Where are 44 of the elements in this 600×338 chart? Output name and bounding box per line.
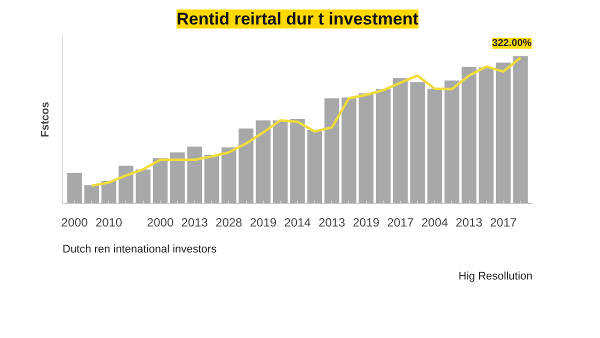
bar <box>67 172 82 204</box>
bar <box>376 89 391 204</box>
text: Dutch ren intenational investors <box>62 244 218 256</box>
x-tick-label: 2019 <box>352 216 380 230</box>
x-tick-label: 2004 <box>421 216 448 230</box>
bar <box>444 80 460 204</box>
x-tick-label: 2028 <box>216 216 243 230</box>
bar <box>462 66 476 204</box>
bar <box>222 147 236 204</box>
x-tick-label: 2000 <box>146 216 174 230</box>
bar <box>118 166 134 204</box>
chart-title: Rentid reirtal dur t investment <box>176 10 419 28</box>
x-tick-label: 2014 <box>284 216 312 230</box>
bar <box>342 98 356 204</box>
bar <box>307 130 322 204</box>
bar <box>290 119 305 204</box>
bar <box>427 88 442 204</box>
text: Hig Resollution <box>458 270 533 282</box>
x-tick-label: 2000 <box>61 216 88 230</box>
x-tick-label: 2013 <box>318 216 346 230</box>
x-tick-label: 2017 <box>387 216 414 230</box>
y-axis-title: Fstcos <box>40 102 52 138</box>
bar <box>496 62 511 204</box>
bar <box>358 93 374 204</box>
bar <box>272 120 288 204</box>
x-tick-label: 2019 <box>250 216 277 230</box>
text: 322.00% <box>492 38 532 49</box>
x-tick-label: 2017 <box>490 216 518 230</box>
bar <box>324 98 340 204</box>
bar <box>187 146 202 204</box>
x-tick-label: 2013 <box>456 216 483 230</box>
bar <box>513 56 528 204</box>
bar <box>170 152 185 204</box>
bar <box>84 185 100 204</box>
bar <box>238 128 254 204</box>
bar <box>136 169 150 204</box>
bar <box>256 120 271 204</box>
bar <box>478 67 494 204</box>
bar <box>410 82 425 204</box>
x-tick-label: 2010 <box>95 216 122 230</box>
bar <box>393 78 408 204</box>
x-tick-label: 2013 <box>181 216 208 230</box>
bar <box>204 155 220 204</box>
bar <box>152 158 168 204</box>
